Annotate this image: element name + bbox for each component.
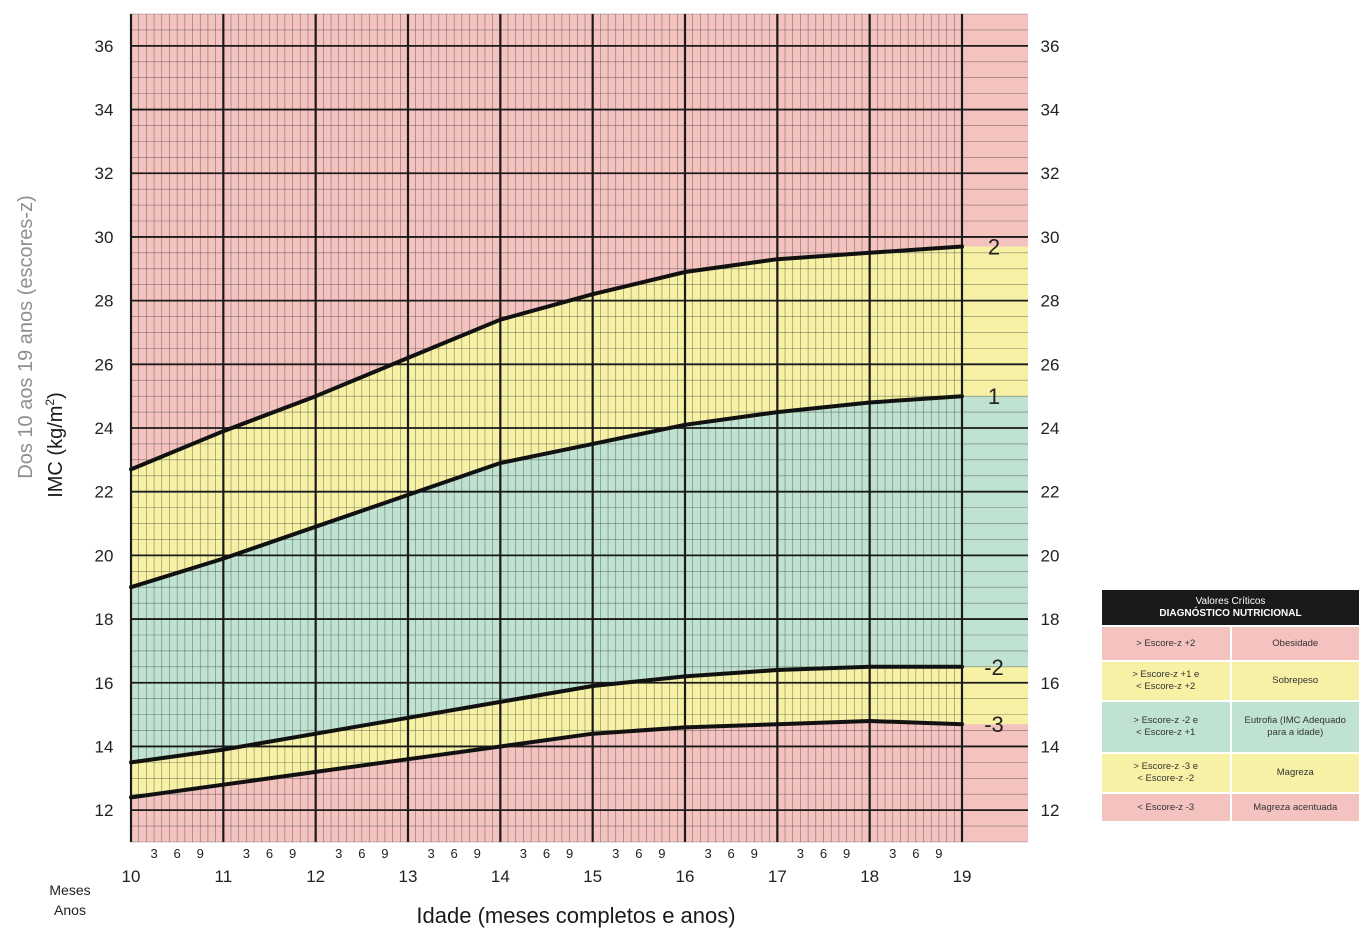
legend-title: Valores Críticos (1106, 596, 1355, 608)
legend-row: > Escore-z +1 e < Escore-z +2 Sobrepeso (1102, 662, 1359, 700)
x-month-label: 3 (889, 846, 896, 861)
y-tick-label-right: 32 (1041, 164, 1060, 183)
legend-diagnosis: Magreza acentuada (1232, 794, 1360, 821)
x-month-label: 6 (266, 846, 273, 861)
y-tick-label-right: 20 (1041, 546, 1060, 565)
x-month-label: 3 (797, 846, 804, 861)
years-caption: Anos (54, 902, 86, 918)
diagnosis-legend: Valores Críticos DIAGNÓSTICO NUTRICIONAL… (1102, 590, 1359, 821)
legend-row: < Escore-z -3 Magreza acentuada (1102, 794, 1359, 821)
y-tick-label-left: 20 (95, 546, 114, 565)
curve-label: -2 (984, 655, 1004, 680)
y-tick-label-right: 14 (1041, 737, 1060, 756)
x-month-label: 3 (520, 846, 527, 861)
y-tick-label-right: 18 (1041, 610, 1060, 629)
legend-subtitle: DIAGNÓSTICO NUTRICIONAL (1106, 608, 1355, 620)
x-year-label: 11 (215, 867, 233, 886)
x-month-label: 9 (381, 846, 388, 861)
y-tick-label-left: 12 (95, 801, 114, 820)
y-axis-title-text: IMC (kg/m (45, 406, 67, 498)
x-month-label: 9 (751, 846, 758, 861)
y-tick-label-right: 24 (1041, 419, 1060, 438)
x-year-label: 16 (676, 867, 695, 886)
y-axis-title-close: ) (45, 392, 67, 399)
y-tick-label-left: 18 (95, 610, 114, 629)
y-tick-label-left: 26 (95, 355, 114, 374)
legend-rows: > Escore-z +2 Obesidade > Escore-z +1 e < … (1102, 627, 1359, 821)
y-tick-label-left: 30 (95, 228, 114, 247)
x-year-label: 19 (953, 867, 972, 886)
x-month-label: 9 (289, 846, 296, 861)
x-month-label: 6 (728, 846, 735, 861)
x-month-label: 6 (820, 846, 827, 861)
curve-label: -3 (984, 712, 1004, 737)
x-month-label: 6 (451, 846, 458, 861)
y-tick-label-right: 12 (1041, 801, 1060, 820)
y-tick-label-left: 34 (95, 101, 114, 120)
y-tick-label-left: 16 (95, 674, 114, 693)
legend-criteria: > Escore-z +2 (1102, 627, 1230, 660)
x-tick-labels: 10 3 6 9 11 3 6 9 12 3 6 9 13 3 6 9 14 3 6 9 15 3 6 9 16 3 6 9 17 3 6 9… (122, 846, 972, 886)
x-year-label: 13 (399, 867, 418, 886)
y-tick-label-left: 32 (95, 164, 114, 183)
y-tick-label-left: 36 (95, 37, 114, 56)
y-tick-label-left: 28 (95, 292, 114, 311)
x-month-label: 3 (612, 846, 619, 861)
curve-label: 1 (988, 384, 1000, 409)
legend-row: > Escore-z +2 Obesidade (1102, 627, 1359, 660)
y-tick-label-right: 30 (1041, 228, 1060, 247)
x-month-label: 9 (935, 846, 942, 861)
legend-row: > Escore-z -2 e < Escore-z +1 Eutrofia (I… (1102, 702, 1359, 752)
y-tick-label-left: 22 (95, 483, 114, 502)
y-tick-label-right: 28 (1041, 292, 1060, 311)
legend-criteria: < Escore-z -3 (1102, 794, 1230, 821)
x-year-label: 17 (768, 867, 787, 886)
y-tick-label-right: 16 (1041, 674, 1060, 693)
y-axis-title: IMC (kg/m2) (43, 392, 67, 498)
x-month-label: 9 (566, 846, 573, 861)
x-month-label: 6 (912, 846, 919, 861)
legend-diagnosis: Sobrepeso (1232, 662, 1360, 700)
x-month-label: 6 (635, 846, 642, 861)
legend-diagnosis: Eutrofia (IMC Adequado para a idade) (1232, 702, 1360, 752)
curve-label: 2 (988, 234, 1000, 259)
x-month-label: 9 (658, 846, 665, 861)
x-month-label: 6 (543, 846, 550, 861)
legend-criteria: > Escore-z -3 e < Escore-z -2 (1102, 754, 1230, 792)
x-year-label: 14 (491, 867, 510, 886)
x-axis-title: Idade (meses completos e anos) (416, 903, 735, 928)
y-tick-label-right: 22 (1041, 483, 1060, 502)
y-tick-label-left: 14 (95, 737, 114, 756)
x-month-label: 3 (427, 846, 434, 861)
y-axis-title-secondary: Dos 10 aos 19 anos (escores-z) (15, 195, 37, 478)
legend-criteria: > Escore-z -2 e < Escore-z +1 (1102, 702, 1230, 752)
y-tick-label-right: 36 (1041, 37, 1060, 56)
x-year-label: 12 (306, 867, 325, 886)
y-tick-label-right: 26 (1041, 355, 1060, 374)
x-month-label: 9 (474, 846, 481, 861)
y-tick-label-right: 34 (1041, 101, 1060, 120)
x-month-label: 3 (335, 846, 342, 861)
x-month-label: 9 (843, 846, 850, 861)
x-year-label: 15 (583, 867, 602, 886)
months-caption: Meses (49, 882, 90, 898)
x-month-label: 9 (197, 846, 204, 861)
x-month-label: 3 (704, 846, 711, 861)
x-month-label: 6 (358, 846, 365, 861)
x-year-label: 18 (860, 867, 879, 886)
x-month-label: 3 (150, 846, 157, 861)
legend-criteria: > Escore-z +1 e < Escore-z +2 (1102, 662, 1230, 700)
legend-diagnosis: Magreza (1232, 754, 1360, 792)
x-year-label: 10 (122, 867, 141, 886)
y-tick-label-left: 24 (95, 419, 114, 438)
legend-diagnosis: Obesidade (1232, 627, 1360, 660)
legend-row: > Escore-z -3 e < Escore-z -2 Magreza (1102, 754, 1359, 792)
legend-header: Valores Críticos DIAGNÓSTICO NUTRICIONAL (1102, 590, 1359, 625)
x-month-label: 6 (174, 846, 181, 861)
x-month-label: 3 (243, 846, 250, 861)
